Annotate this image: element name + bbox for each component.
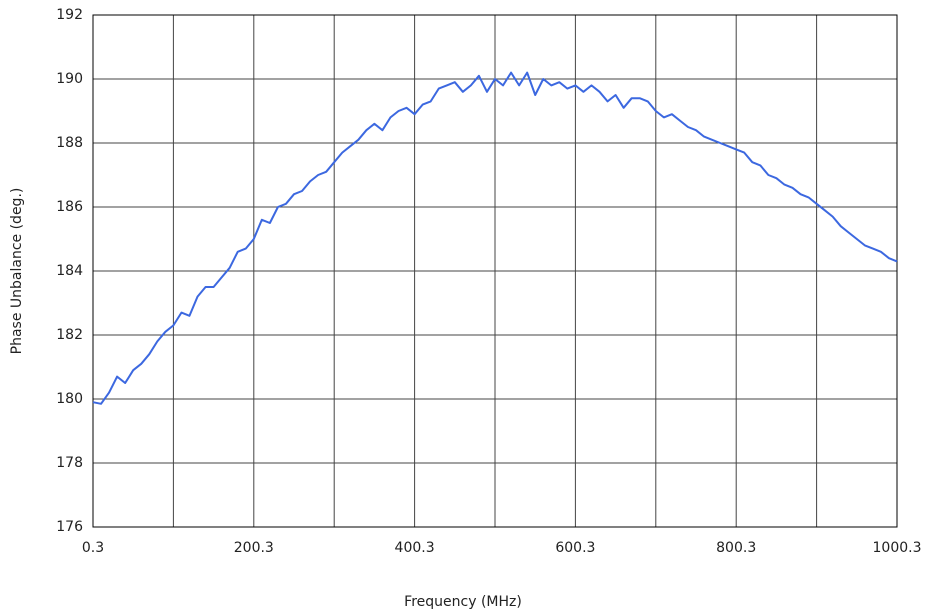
y-tick-label: 190 [56,71,83,87]
y-axis-label: Phase Unbalance (deg.) [9,188,25,355]
y-tick-label: 178 [56,455,83,471]
x-axis-label: Frequency (MHz) [404,594,522,610]
y-tick-label: 186 [56,199,83,215]
x-tick-label: 1000.3 [873,540,922,556]
x-tick-label: 800.3 [716,540,756,556]
y-tick-label: 188 [56,135,83,151]
x-tick-label: 400.3 [395,540,435,556]
y-tick-label: 192 [56,7,83,23]
y-tick-label: 180 [56,391,83,407]
y-tick-label: 184 [56,263,83,279]
data-line [92,71,898,405]
x-tick-label: 0.3 [82,540,104,556]
x-tick-label: 600.3 [555,540,595,556]
y-tick-label: 176 [56,519,83,535]
y-tick-label: 182 [56,327,83,343]
x-tick-label: 200.3 [234,540,274,556]
plot-frame [92,14,898,528]
grid [92,14,898,528]
